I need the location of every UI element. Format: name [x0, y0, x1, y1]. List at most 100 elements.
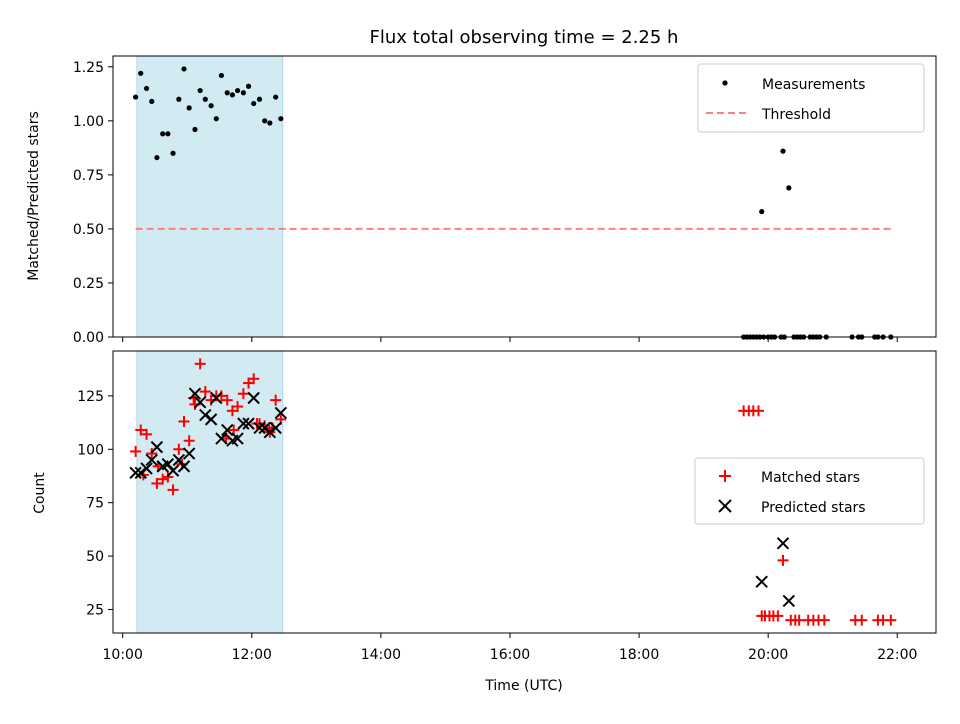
top-y-tick-label: 1.00 [73, 114, 104, 130]
measurement-point [229, 92, 236, 98]
top-legend-box [697, 63, 925, 133]
bottom-observing-span [136, 350, 284, 634]
bottom-y-tick-label: 25 [86, 603, 104, 619]
predicted-star-point [269, 421, 282, 435]
predicted-star-point [150, 440, 164, 454]
measurement-point [240, 90, 246, 96]
measurement-point [786, 185, 792, 191]
bottom-y-tick-label: 100 [77, 442, 104, 458]
predicted-star-point [134, 466, 147, 479]
matched-star-point [141, 428, 153, 440]
measurement-point [192, 126, 198, 133]
matched-star-point [194, 358, 206, 370]
measurement-point [138, 70, 144, 76]
predicted-star-point [199, 408, 212, 422]
predicted-star-point [215, 432, 228, 445]
predicted-star-point [166, 464, 180, 477]
measurement-point [224, 90, 230, 96]
matched-star-point [270, 394, 282, 406]
matched-star-point [167, 484, 179, 496]
matched-star-point [162, 471, 174, 483]
measurement-point [208, 103, 214, 109]
matched-star-point [157, 473, 169, 485]
matched-star-point [135, 424, 147, 436]
predicted-star-point [253, 421, 266, 435]
predicted-star-point [188, 387, 202, 400]
measurement-point [160, 131, 166, 137]
x-tick-label: 14:00 [361, 647, 401, 663]
predicted-star-point [182, 447, 196, 460]
matched-star-point [772, 610, 784, 622]
measurement-point [181, 66, 187, 72]
x-tick-label: 12:00 [232, 647, 272, 663]
matched-star-point [221, 394, 233, 406]
predicted-star-point [221, 423, 234, 437]
top-y-tick-label: 0.50 [73, 222, 104, 238]
measurement-point [234, 87, 241, 94]
measurement-point [213, 116, 219, 122]
predicted-star-point [204, 413, 218, 426]
measurement-point [170, 150, 176, 156]
x-tick-label: 10:00 [103, 647, 143, 663]
predicted-star-point [193, 396, 207, 409]
x-tick-label: 16:00 [490, 647, 530, 663]
predicted-star-point [782, 594, 796, 608]
legend-predicted-marker [718, 499, 732, 513]
predicted-star-point [129, 466, 142, 479]
matched-star-point [777, 554, 789, 566]
measurement-point [251, 100, 257, 107]
top-y-tick-label: 1.25 [73, 60, 104, 76]
top-observing-span [136, 55, 284, 338]
predicted-star-point [755, 575, 768, 588]
top-axes-frame [112, 55, 937, 338]
measurement-point [245, 83, 252, 89]
matched-star-point [885, 614, 897, 626]
bottom-axes-frame [112, 350, 937, 634]
measurement-point [149, 98, 155, 104]
matched-star-point [752, 405, 764, 417]
legend-matched-marker [719, 470, 731, 482]
measurement-point [202, 96, 208, 102]
measurement-point [176, 96, 182, 102]
bottom-y-tick-label: 50 [86, 549, 104, 565]
measurement-point [759, 209, 765, 215]
measurement-point [132, 94, 139, 100]
predicted-star-point [263, 425, 277, 439]
predicted-star-point [237, 417, 250, 430]
legend-predicted-label: Predicted stars [761, 500, 866, 516]
measurement-point [165, 131, 171, 137]
bottom-y-axis-label: Count [32, 472, 48, 514]
predicted-star-point [177, 460, 191, 473]
measurement-point [273, 94, 279, 100]
measurement-point [256, 96, 263, 102]
top-y-tick-label: 0.75 [73, 168, 104, 184]
x-tick-label: 22:00 [877, 647, 917, 663]
measurement-point [218, 72, 225, 79]
bottom-legend-box [694, 457, 925, 525]
matched-star-point [130, 445, 142, 457]
matched-star-point [856, 614, 868, 626]
predicted-star-point [242, 417, 255, 430]
x-axis-label: Time (UTC) [484, 678, 562, 694]
bottom-legend: Matched stars Predicted stars [694, 457, 925, 525]
matched-star-point [173, 443, 185, 455]
matched-star-point [232, 401, 244, 413]
measurement-point [278, 116, 284, 122]
measurement-point [267, 120, 273, 126]
measurement-point [262, 118, 268, 124]
top-y-tick-label: 0.00 [73, 330, 104, 346]
legend-matched-label: Matched stars [761, 470, 860, 486]
predicted-star-point [210, 391, 223, 405]
measurement-point [143, 85, 150, 92]
x-tick-label: 20:00 [748, 647, 788, 663]
legend-measurements-label: Measurements [762, 77, 865, 93]
matched-star-point [183, 435, 195, 447]
matched-star-point [146, 448, 158, 460]
matched-star-point [237, 388, 249, 400]
matched-star-point [151, 477, 163, 489]
legend-threshold-label: Threshold [761, 107, 831, 123]
predicted-star-point [140, 462, 153, 475]
top-y-axis-label: Matched/Predicted stars [26, 111, 42, 281]
